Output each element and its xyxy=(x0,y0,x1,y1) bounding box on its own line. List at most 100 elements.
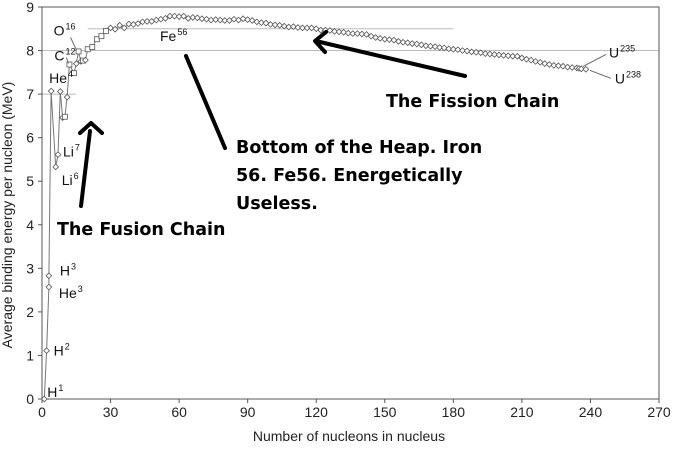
series-curve xyxy=(40,12,590,403)
annotation-fusion-chain: The Fusion Chain xyxy=(57,220,225,240)
x-tick-label-30: 30 xyxy=(103,404,119,420)
data-point-81 xyxy=(372,34,380,41)
data-point-124 xyxy=(568,64,576,71)
data-point-104 xyxy=(477,49,485,57)
data-point-35 xyxy=(162,14,169,22)
data-point-127 xyxy=(577,65,585,73)
arrow-shaft-fusion xyxy=(79,129,92,208)
data-point-92 xyxy=(422,42,430,50)
isotope-labels: H1 H2 He3 H3 He4 Li6 Li7 C12 O16 Fe56 U235 U238 xyxy=(47,21,641,400)
data-point-59 xyxy=(271,21,279,29)
data-point-63 xyxy=(290,23,297,30)
isotope-label-sup-he4: 4 xyxy=(68,69,73,79)
data-point-108 xyxy=(495,51,503,59)
x-tick-label-210: 210 xyxy=(510,404,534,420)
x-tick-label-120: 120 xyxy=(305,404,329,420)
data-point-0 xyxy=(40,395,48,403)
data-point-58 xyxy=(267,21,274,28)
data-point-61 xyxy=(280,22,288,30)
data-point-86 xyxy=(395,38,402,45)
data-point-31 xyxy=(143,18,151,25)
isotope-label-c12: C12 xyxy=(54,46,75,63)
data-point-54 xyxy=(248,17,256,24)
data-point-square-21 xyxy=(98,33,105,40)
data-point-3 xyxy=(45,272,53,280)
data-point-112 xyxy=(513,52,521,60)
data-point-13 xyxy=(72,60,80,67)
data-point-27 xyxy=(125,20,133,28)
isotope-label-h2: H2 xyxy=(54,342,70,359)
isotope-label-he3: He3 xyxy=(59,284,83,301)
data-point-97 xyxy=(445,45,453,53)
data-point-28 xyxy=(130,21,137,28)
data-point-66 xyxy=(303,24,311,32)
data-point-53 xyxy=(244,16,252,23)
data-point-105 xyxy=(481,50,489,57)
data-point-52 xyxy=(239,15,247,23)
data-point-73 xyxy=(335,28,343,36)
data-point-5 xyxy=(52,163,60,171)
data-point-110 xyxy=(504,52,512,60)
isotope-label-sup-c12: 12 xyxy=(66,46,76,56)
annotation-iron-line-3: Useless. xyxy=(236,194,318,214)
y-tick-label-4: 4 xyxy=(26,217,34,233)
annotation-arrows xyxy=(78,30,467,208)
data-point-93 xyxy=(427,42,434,50)
data-point-79 xyxy=(363,31,370,38)
data-point-89 xyxy=(408,40,416,47)
data-point-91 xyxy=(417,41,425,49)
data-point-44 xyxy=(203,15,210,23)
data-point-118 xyxy=(541,60,549,67)
data-point-1 xyxy=(43,347,50,355)
annotation-iron-line-2: 56. Fe56. Energetically xyxy=(236,166,463,186)
arrow-shaft-fission xyxy=(318,40,467,78)
data-point-34 xyxy=(157,15,165,23)
y-tick-label-0: 0 xyxy=(26,391,34,407)
data-point-square-9 xyxy=(61,113,68,120)
data-point-37 xyxy=(171,12,178,20)
data-point-74 xyxy=(340,28,348,36)
data-point-65 xyxy=(299,24,306,32)
y-axis-title: Average binding energy per nucleon (MeV) xyxy=(0,82,15,349)
data-point-103 xyxy=(472,48,480,56)
x-tick-label-180: 180 xyxy=(442,404,466,420)
y-tick-label-3: 3 xyxy=(26,260,34,276)
data-point-78 xyxy=(358,30,366,38)
data-point-95 xyxy=(436,44,443,51)
data-point-99 xyxy=(454,46,462,54)
data-point-75 xyxy=(344,29,352,37)
data-point-69 xyxy=(317,26,325,34)
data-point-96 xyxy=(440,44,448,52)
data-point-120 xyxy=(550,61,558,69)
isotope-label-o16: O16 xyxy=(54,21,76,38)
data-point-98 xyxy=(449,45,457,53)
plot-frame xyxy=(41,6,660,400)
x-tick-label-270: 270 xyxy=(647,404,671,420)
data-point-111 xyxy=(509,52,517,60)
data-point-47 xyxy=(216,16,224,24)
data-point-48 xyxy=(221,17,229,24)
annotation-fission-chain: The Fission Chain xyxy=(386,92,559,112)
y-tick-label-5: 5 xyxy=(26,173,34,189)
y-tick-label-7: 7 xyxy=(26,86,34,102)
data-point-50 xyxy=(230,15,238,23)
arrow-head-fusion xyxy=(78,121,104,135)
isotope-leader-o16 xyxy=(70,37,78,51)
isotope-label-sup-li7: 7 xyxy=(75,143,80,153)
data-point-29 xyxy=(134,20,142,27)
data-point-88 xyxy=(404,39,411,47)
isotope-leader-c12 xyxy=(65,57,69,64)
isotope-label-sup-u238: 238 xyxy=(626,69,641,79)
data-point-10 xyxy=(63,93,71,101)
data-point-46 xyxy=(212,16,220,23)
isotope-leader-u238 xyxy=(589,69,612,79)
data-point-60 xyxy=(276,21,284,29)
isotope-label-sup-h2: 2 xyxy=(65,342,70,352)
data-point-square-12 xyxy=(71,70,77,77)
data-point-43 xyxy=(198,15,206,23)
isotope-label-li7: Li7 xyxy=(63,143,80,160)
data-point-4 xyxy=(47,87,55,95)
data-point-41 xyxy=(189,14,197,21)
